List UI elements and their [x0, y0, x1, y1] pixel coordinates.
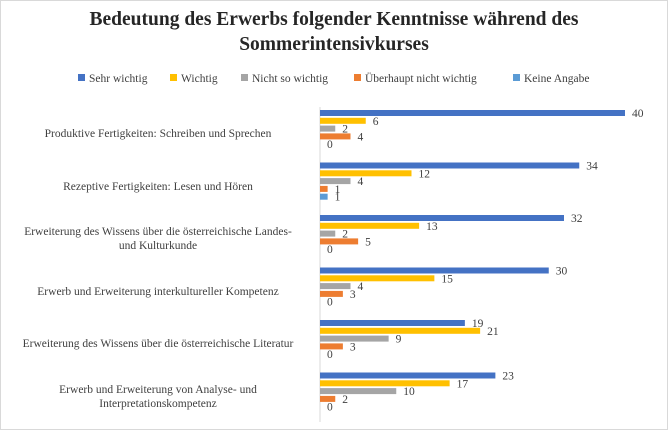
bar-sehr-wichtig — [320, 267, 549, 274]
legend-label-nicht-so-wichtig: Nicht so wichtig — [252, 73, 329, 85]
legend-swatch-wichtig — [170, 74, 177, 81]
category-label-line: Erwerb und Erweiterung interkultureller … — [37, 285, 279, 298]
data-label-keine-angabe: 0 — [327, 297, 333, 309]
category-label-line: Erweiterung des Wissens über die österre… — [22, 338, 294, 351]
legend-label-keine-angabe: Keine Angabe — [524, 73, 590, 85]
category-label-line: Erweiterung des Wissens über die österre… — [24, 226, 292, 239]
data-label-ueberhaupt-nicht-wichtig: 2 — [342, 394, 348, 406]
legend-label-wichtig: Wichtig — [181, 73, 218, 85]
bar-sehr-wichtig — [320, 215, 564, 221]
data-label-sehr-wichtig: 19 — [472, 318, 484, 330]
chart-legend: Sehr wichtig Wichtig Nicht so wichtig Üb… — [0, 72, 668, 86]
bar-nicht-so-wichtig — [320, 388, 397, 395]
category-label: Produktive Fertigkeiten: Schreiben und S… — [2, 127, 314, 141]
legend-swatch-nicht-so-wichtig — [241, 74, 248, 81]
bar-wichtig — [320, 170, 412, 177]
bar-sehr-wichtig — [320, 162, 580, 169]
data-label-keine-angabe: 1 — [335, 192, 341, 204]
bar-ueberhaupt-nicht-wichtig — [320, 238, 359, 245]
category-label-line: und Kulturkunde — [118, 240, 198, 253]
data-label-sehr-wichtig: 34 — [586, 161, 598, 173]
data-label-ueberhaupt-nicht-wichtig: 3 — [350, 341, 356, 353]
chart-title: Bedeutung des Erwerbs folgender Kenntnis… — [0, 7, 668, 57]
data-label-ueberhaupt-nicht-wichtig: 5 — [365, 236, 371, 248]
data-label-sehr-wichtig: 40 — [632, 108, 644, 120]
category-label: Erwerb und Erweiterung interkultureller … — [2, 285, 314, 299]
data-label-keine-angabe: 0 — [327, 139, 333, 151]
category-label-line: Produktive Fertigkeiten: Schreiben und S… — [44, 128, 272, 141]
data-label-nicht-so-wichtig: 10 — [403, 386, 415, 398]
legend-swatch-keine-angabe — [513, 74, 520, 81]
category-label: Erweiterung des Wissens über die österre… — [2, 225, 314, 253]
bar-wichtig — [320, 327, 481, 334]
bar-ueberhaupt-nicht-wichtig — [320, 133, 351, 140]
data-label-nicht-so-wichtig: 4 — [358, 281, 364, 293]
data-label-wichtig: 12 — [419, 168, 431, 180]
data-label-nicht-so-wichtig: 2 — [342, 229, 348, 241]
data-label-sehr-wichtig: 32 — [571, 213, 583, 225]
legend-item-nicht-so-wichtig: Nicht so wichtig — [241, 72, 328, 86]
legend-item-ueberhaupt-nicht-wichtig: Überhaupt nicht wichtig — [354, 72, 477, 86]
data-label-wichtig: 13 — [426, 221, 438, 233]
bar-nicht-so-wichtig — [320, 283, 351, 290]
category-label: Rezeptive Fertigkeiten: Lesen und Hören — [2, 180, 314, 194]
data-label-wichtig: 21 — [487, 326, 499, 338]
category-label-line: Rezeptive Fertigkeiten: Lesen und Hören — [63, 180, 253, 193]
data-label-nicht-so-wichtig: 9 — [396, 334, 402, 346]
legend-item-sehr-wichtig: Sehr wichtig — [78, 72, 147, 86]
bar-nicht-so-wichtig — [320, 335, 389, 342]
bar-nicht-so-wichtig — [320, 178, 351, 185]
data-label-nicht-so-wichtig: 4 — [358, 176, 364, 188]
data-label-keine-angabe: 0 — [327, 244, 333, 256]
bar-ueberhaupt-nicht-wichtig — [320, 185, 328, 192]
bar-nicht-so-wichtig — [320, 230, 336, 237]
bar-ueberhaupt-nicht-wichtig — [320, 395, 336, 402]
data-label-wichtig: 6 — [373, 116, 379, 128]
legend-item-keine-angabe: Keine Angabe — [513, 72, 589, 86]
bar-sehr-wichtig — [320, 372, 496, 379]
data-label-wichtig: 15 — [441, 273, 453, 285]
bar-wichtig — [320, 380, 450, 387]
legend-swatch-ueberhaupt-nicht-wichtig — [354, 74, 361, 81]
bar-keine-angabe — [320, 193, 328, 200]
legend-label-sehr-wichtig: Sehr wichtig — [89, 73, 148, 85]
bar-sehr-wichtig — [320, 110, 625, 116]
data-label-ueberhaupt-nicht-wichtig: 4 — [358, 131, 364, 143]
bar-nicht-so-wichtig — [320, 125, 336, 132]
data-label-wichtig: 17 — [457, 378, 469, 390]
data-label-sehr-wichtig: 23 — [502, 371, 514, 383]
legend-item-wichtig: Wichtig — [170, 72, 218, 86]
bar-sehr-wichtig — [320, 320, 465, 326]
bar-wichtig — [320, 222, 420, 229]
bar-wichtig — [320, 275, 435, 282]
data-label-ueberhaupt-nicht-wichtig: 1 — [335, 184, 341, 196]
legend-swatch-sehr-wichtig — [78, 74, 85, 81]
data-label-keine-angabe: 0 — [327, 349, 333, 361]
bar-ueberhaupt-nicht-wichtig — [320, 290, 343, 297]
category-label-line: Interpretationskompetenz — [99, 397, 217, 410]
data-label-sehr-wichtig: 30 — [556, 266, 568, 278]
data-label-nicht-so-wichtig: 2 — [342, 124, 348, 136]
category-label-line: Erwerb und Erweiterung von Analyse- und — [59, 383, 257, 396]
chart-title-line-2: Sommerintensivkurses — [239, 34, 429, 55]
category-label: Erweiterung des Wissens über die österre… — [2, 337, 314, 351]
chart-title-line-1: Bedeutung des Erwerbs folgender Kenntnis… — [89, 9, 579, 30]
data-label-ueberhaupt-nicht-wichtig: 3 — [350, 289, 356, 301]
category-label: Erwerb und Erweiterung von Analyse- und I… — [2, 383, 314, 411]
data-label-keine-angabe: 0 — [327, 402, 333, 414]
legend-label-ueberhaupt-nicht-wichtig: Überhaupt nicht wichtig — [365, 73, 477, 85]
bar-wichtig — [320, 117, 366, 124]
bar-ueberhaupt-nicht-wichtig — [320, 343, 343, 350]
